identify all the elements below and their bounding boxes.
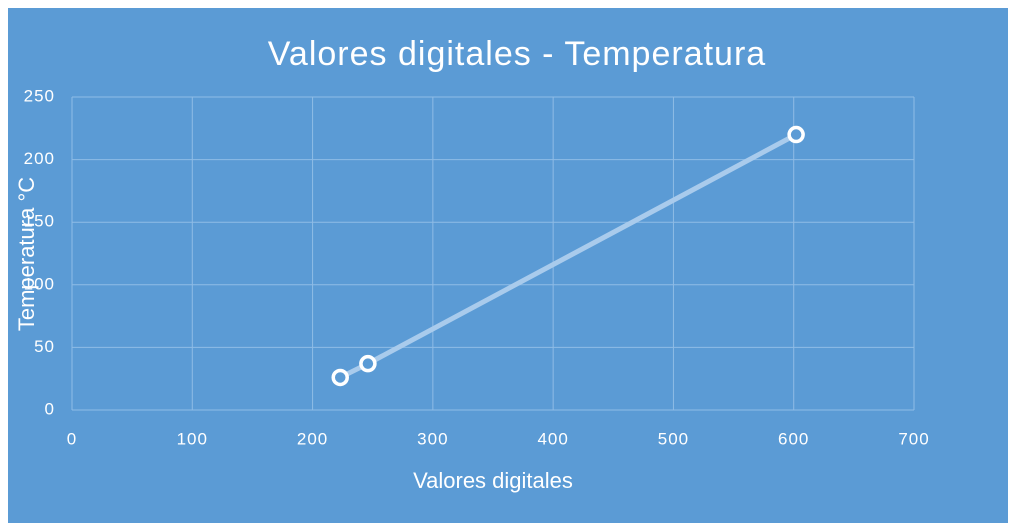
- x-tick-label: 500: [658, 429, 689, 448]
- x-tick-label: 0: [67, 429, 77, 448]
- y-tick-label: 150: [24, 212, 55, 231]
- x-tick-label: 300: [417, 429, 448, 448]
- x-tick-label: 600: [778, 429, 809, 448]
- x-tick-label: 400: [537, 429, 568, 448]
- x-axis-label: Valores digitales: [413, 468, 573, 493]
- x-tick-label: 100: [177, 429, 208, 448]
- data-point: [331, 368, 349, 387]
- data-point: [359, 354, 377, 373]
- y-tick-label: 100: [24, 274, 55, 293]
- x-tick-label: 200: [297, 429, 328, 448]
- y-tick-label: 50: [34, 337, 55, 356]
- y-axis-label: Temperatura °C: [14, 177, 39, 331]
- y-tick-label: 200: [24, 149, 55, 168]
- y-tick-label: 0: [45, 399, 55, 418]
- y-tick-label: 250: [24, 86, 55, 105]
- x-tick-label: 700: [898, 429, 929, 448]
- chart-title: Valores digitales - Temperatura: [268, 35, 766, 73]
- chart-background: [8, 8, 1008, 523]
- data-point: [787, 125, 805, 144]
